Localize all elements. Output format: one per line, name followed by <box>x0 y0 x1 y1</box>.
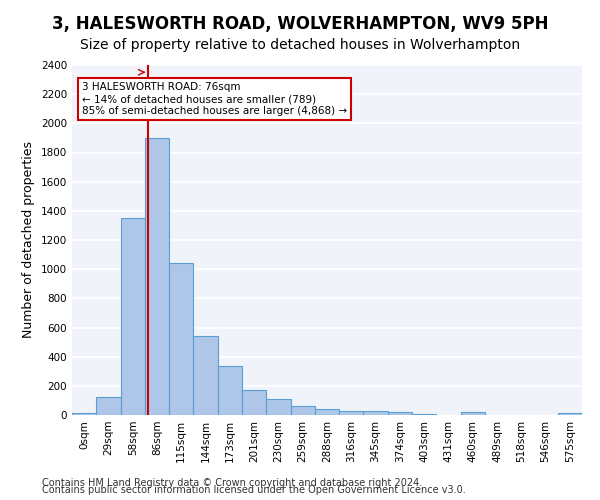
Bar <box>388 412 412 415</box>
Bar <box>242 390 266 415</box>
Bar <box>315 409 339 415</box>
Bar <box>96 397 121 415</box>
Bar <box>145 138 169 415</box>
Bar <box>339 410 364 415</box>
Bar <box>72 413 96 415</box>
Text: 3, HALESWORTH ROAD, WOLVERHAMPTON, WV9 5PH: 3, HALESWORTH ROAD, WOLVERHAMPTON, WV9 5… <box>52 15 548 33</box>
Text: Contains HM Land Registry data © Crown copyright and database right 2024.: Contains HM Land Registry data © Crown c… <box>42 478 422 488</box>
Text: Contains public sector information licensed under the Open Government Licence v3: Contains public sector information licen… <box>42 485 466 495</box>
Bar <box>218 366 242 415</box>
Text: Size of property relative to detached houses in Wolverhampton: Size of property relative to detached ho… <box>80 38 520 52</box>
Bar <box>169 262 193 415</box>
Bar <box>266 399 290 415</box>
Bar <box>558 413 582 415</box>
Bar <box>290 406 315 415</box>
Y-axis label: Number of detached properties: Number of detached properties <box>22 142 35 338</box>
Bar <box>121 218 145 415</box>
Bar <box>461 412 485 415</box>
Bar <box>193 336 218 415</box>
Bar <box>364 412 388 415</box>
Bar <box>412 414 436 415</box>
Text: 3 HALESWORTH ROAD: 76sqm
← 14% of detached houses are smaller (789)
85% of semi-: 3 HALESWORTH ROAD: 76sqm ← 14% of detach… <box>82 82 347 116</box>
